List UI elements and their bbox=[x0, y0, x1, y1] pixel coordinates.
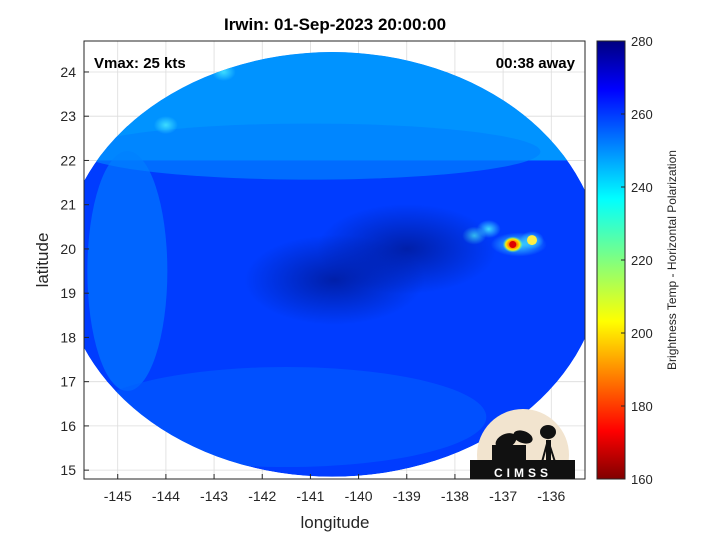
y-tick-label: 21 bbox=[60, 197, 76, 213]
colorbar-tick-label: 220 bbox=[631, 253, 653, 268]
colorbar-tick-label: 160 bbox=[631, 472, 653, 487]
y-tick-label: 20 bbox=[60, 241, 76, 257]
y-tick-label: 17 bbox=[60, 374, 76, 390]
cold-patch bbox=[244, 234, 425, 325]
colorbar-tick-label: 240 bbox=[631, 180, 653, 195]
colorbar-tick-label: 180 bbox=[631, 399, 653, 414]
x-tick-label: -136 bbox=[537, 488, 565, 504]
x-tick-label: -144 bbox=[152, 488, 180, 504]
x-tick-label: -137 bbox=[489, 488, 517, 504]
colorbar-tick-label: 280 bbox=[631, 34, 653, 49]
core-center bbox=[509, 241, 517, 249]
x-tick-label: -139 bbox=[393, 488, 421, 504]
warm-patch bbox=[153, 116, 178, 135]
x-axis-ticks: -145 -144 -143 -142 -141 -140 -139 -138 -137 -136 bbox=[104, 474, 565, 504]
time-away-annotation: 00:38 away bbox=[496, 55, 576, 72]
x-tick-label: -145 bbox=[104, 488, 132, 504]
y-tick-label: 15 bbox=[60, 462, 76, 478]
cimss-logo-text: CIMSS bbox=[494, 466, 552, 480]
y-tick-label: 22 bbox=[60, 152, 76, 168]
secondary-core bbox=[527, 235, 538, 246]
y-tick-label: 18 bbox=[60, 329, 76, 345]
x-tick-label: -142 bbox=[248, 488, 276, 504]
x-tick-label: -140 bbox=[345, 488, 373, 504]
x-tick-label: -141 bbox=[296, 488, 324, 504]
chart-title: Irwin: 01-Sep-2023 20:00:00 bbox=[224, 15, 446, 34]
colorbar-tick-label: 200 bbox=[631, 326, 653, 341]
microwave-swath bbox=[84, 52, 585, 477]
axes-box bbox=[83, 40, 586, 480]
y-axis-label: latitude bbox=[33, 233, 52, 288]
y-tick-label: 24 bbox=[60, 64, 76, 80]
y-tick-label: 19 bbox=[60, 285, 76, 301]
colorbar: 160 180 200 220 240 260 280 Brightness Temp - … bbox=[596, 34, 679, 487]
x-axis-label: longitude bbox=[300, 513, 369, 532]
colorbar-tick-label: 260 bbox=[631, 107, 653, 122]
colorbar-ticks: 160 180 200 220 240 260 280 bbox=[621, 34, 653, 487]
y-axis-ticks: 15 16 17 18 19 20 21 22 23 24 bbox=[60, 64, 89, 478]
colorbar-label: Brightness Temp - Horizontal Polarizatio… bbox=[665, 150, 679, 370]
colorbar-gradient bbox=[596, 40, 626, 480]
vmax-annotation: Vmax: 25 kts bbox=[94, 55, 186, 72]
plot-area bbox=[83, 40, 586, 480]
cimss-logo: CIMSS bbox=[470, 409, 575, 480]
x-tick-label: -138 bbox=[441, 488, 469, 504]
y-tick-label: 16 bbox=[60, 418, 76, 434]
x-tick-label: -143 bbox=[200, 488, 228, 504]
y-tick-label: 23 bbox=[60, 108, 76, 124]
